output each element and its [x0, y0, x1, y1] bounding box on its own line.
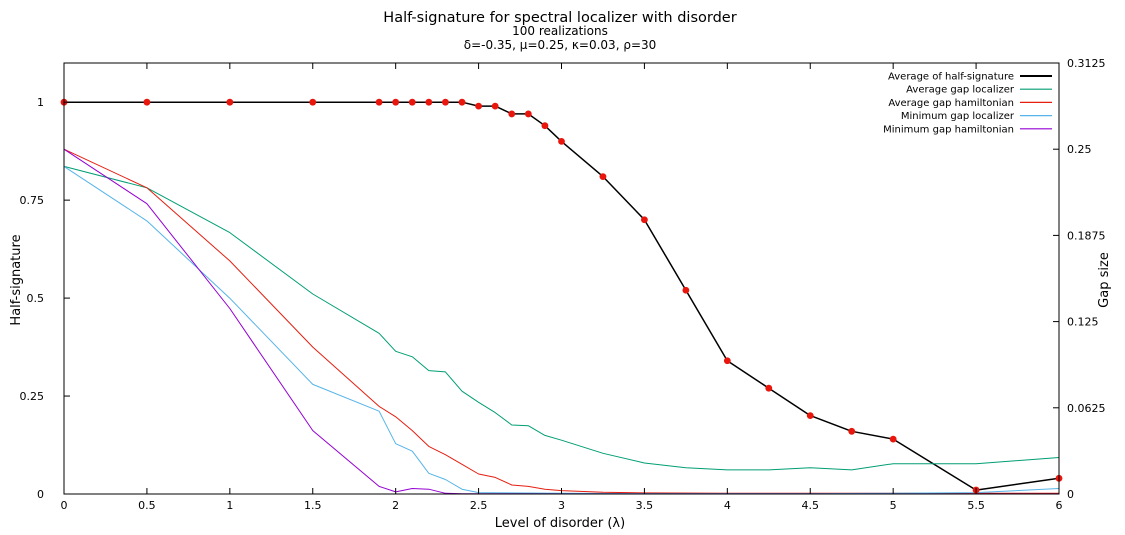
axes-layer: 0 0.5 1 1.5 2 2.5 3 3.5 4 4.5 5 5.5 600.250.50.75100…: [20, 57, 1106, 512]
legend-label: Average gap localizer: [906, 85, 1015, 96]
y-tick-label: 0: [37, 488, 44, 501]
y2-tick-label: 0.125: [1067, 316, 1099, 329]
x-tick-label: 4.5: [802, 499, 820, 512]
data-point-marker: [599, 173, 607, 181]
data-point-marker: [524, 110, 532, 118]
x-tick-label: 1.5: [304, 499, 322, 512]
data-point-marker: [723, 357, 731, 365]
y-tick-label: 0.25: [20, 390, 45, 403]
data-point-marker: [848, 427, 856, 435]
x-tick-label: 0.5: [138, 499, 156, 512]
data-point-marker: [425, 98, 433, 106]
data-point-marker: [541, 122, 549, 130]
chart-title: Half-signature for spectral localizer wi…: [383, 10, 736, 26]
data-point-marker: [558, 137, 565, 145]
data-point-marker: [475, 102, 482, 110]
x-tick-label: 3.5: [636, 499, 654, 512]
data-point-marker: [458, 98, 466, 106]
x-tick-label: 2.5: [470, 499, 488, 512]
data-point-marker: [889, 435, 897, 443]
x-tick-label: 5: [890, 499, 897, 512]
x-tick-label: 4: [724, 499, 731, 512]
legend-label: Minimum gap hamiltonian: [883, 124, 1014, 135]
x-tick-label: 1: [226, 499, 233, 512]
marker-layer: [60, 98, 1063, 494]
data-point-marker: [508, 110, 516, 118]
data-point-marker: [806, 412, 814, 420]
y2-tick-label: 0.1875: [1067, 229, 1106, 242]
data-point-marker: [442, 98, 449, 106]
y-tick-label: 0.5: [27, 292, 45, 305]
x-axis-label: Level of disorder (λ): [495, 516, 625, 531]
y-axis-label: Half-signature: [9, 234, 24, 325]
x-tick-label: 6: [1056, 499, 1063, 512]
y2-tick-label: 0: [1067, 488, 1074, 501]
data-point-marker: [641, 216, 648, 224]
y2-tick-label: 0.25: [1067, 143, 1092, 156]
data-point-marker: [682, 286, 690, 294]
y-tick-label: 1: [37, 96, 44, 109]
data-point-marker: [375, 98, 383, 106]
chart-subtitle-parameters: δ=-0.35, μ=0.25, κ=0.03, ρ=30: [464, 38, 657, 52]
x-tick-label: 0: [61, 499, 68, 512]
series-line-1: [63, 165, 1060, 471]
legend: Average of half-signature Average gap loc…: [883, 72, 1052, 135]
y2-axis-label: Gap size: [1097, 252, 1112, 308]
y-tick-label: 0.75: [20, 194, 45, 207]
y2-tick-label: 0.0625: [1067, 402, 1106, 415]
chart-subtitle-realizations: 100 realizations: [512, 24, 608, 38]
data-point-marker: [392, 98, 400, 106]
x-tick-label: 2: [392, 499, 399, 512]
legend-label: Minimum gap localizer: [901, 111, 1015, 122]
y2-tick-label: 0.3125: [1067, 57, 1106, 70]
data-point-marker: [309, 98, 317, 106]
x-tick-label: 5.5: [967, 499, 985, 512]
data-point-marker: [408, 98, 416, 106]
x-tick-label: 3: [558, 499, 565, 512]
data-point-marker: [143, 98, 151, 106]
data-point-marker: [765, 384, 773, 392]
data-point-marker: [491, 102, 499, 110]
data-point-marker: [226, 98, 234, 106]
legend-label: Average of half-signature: [888, 72, 1014, 83]
legend-label: Average gap hamiltonian: [888, 98, 1014, 109]
